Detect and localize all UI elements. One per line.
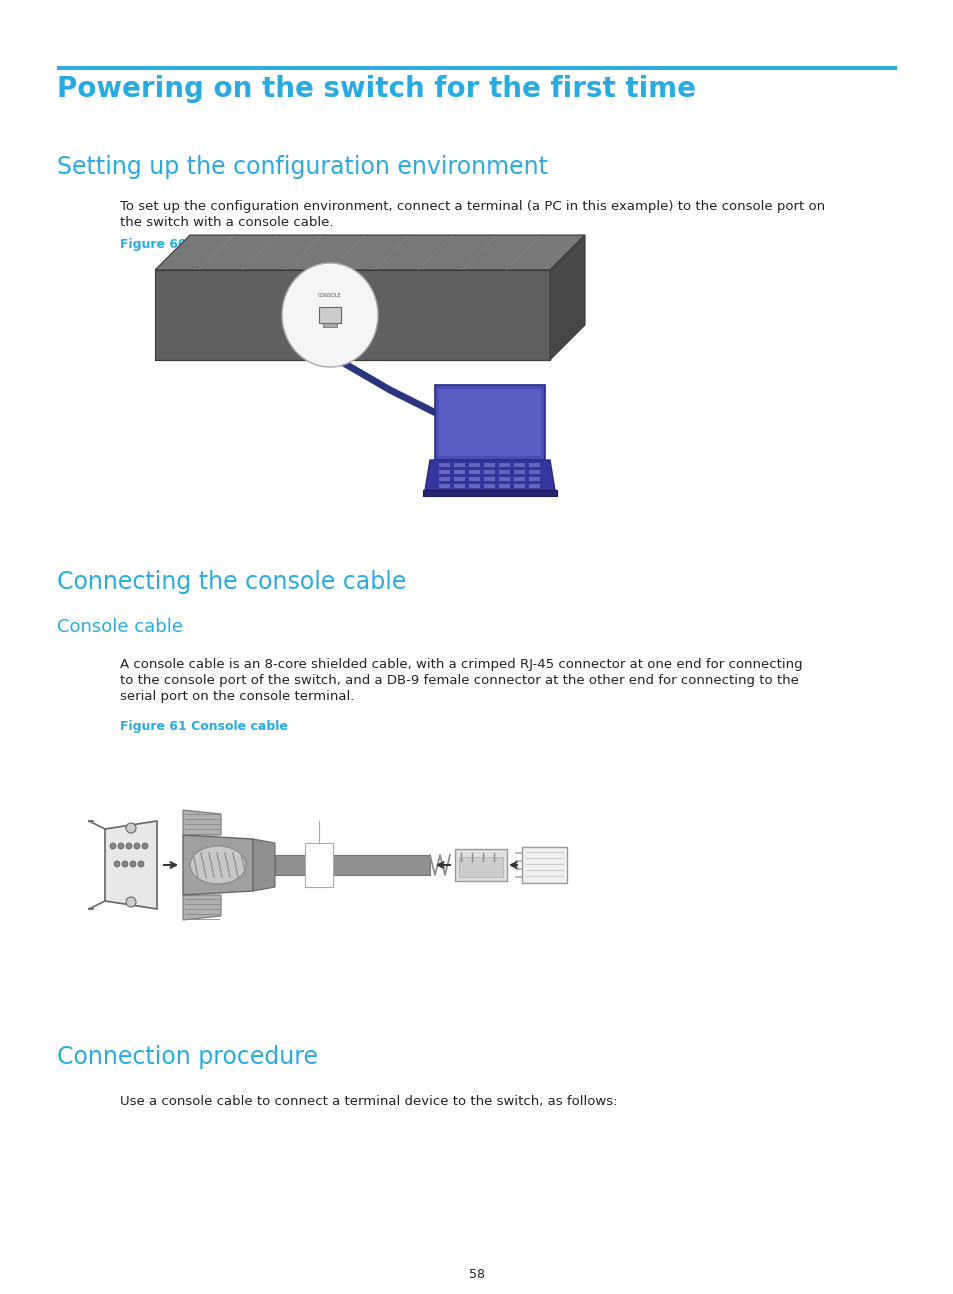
Polygon shape: [469, 463, 479, 467]
Circle shape: [110, 842, 116, 849]
Circle shape: [130, 861, 136, 867]
Circle shape: [122, 861, 128, 867]
Polygon shape: [154, 236, 584, 270]
Text: Console cable: Console cable: [57, 619, 183, 635]
Text: Figure 60 Network diagram for configuration environment setup: Figure 60 Network diagram for configurat…: [120, 238, 573, 251]
Polygon shape: [514, 484, 524, 488]
Circle shape: [126, 897, 136, 907]
Polygon shape: [529, 484, 539, 488]
Bar: [521, 848, 566, 883]
Polygon shape: [454, 470, 464, 474]
Polygon shape: [438, 477, 450, 481]
Text: Setting up the configuration environment: Setting up the configuration environment: [57, 155, 547, 179]
Polygon shape: [550, 236, 584, 360]
Text: Connection procedure: Connection procedure: [57, 1046, 317, 1069]
Polygon shape: [514, 463, 524, 467]
Polygon shape: [529, 477, 539, 481]
Circle shape: [142, 842, 148, 849]
Polygon shape: [483, 477, 495, 481]
Text: the switch with a console cable.: the switch with a console cable.: [120, 216, 334, 229]
Ellipse shape: [282, 263, 377, 367]
Text: 58: 58: [469, 1268, 484, 1281]
Polygon shape: [424, 459, 555, 490]
Circle shape: [133, 842, 140, 849]
Circle shape: [126, 823, 136, 833]
Polygon shape: [105, 820, 157, 908]
Bar: [458, 857, 502, 877]
Polygon shape: [438, 484, 450, 488]
Circle shape: [138, 861, 144, 867]
Polygon shape: [438, 389, 540, 455]
Text: Connecting the console cable: Connecting the console cable: [57, 569, 406, 594]
Polygon shape: [529, 463, 539, 467]
Bar: [305, 842, 333, 886]
Polygon shape: [183, 835, 253, 895]
Polygon shape: [483, 484, 495, 488]
Polygon shape: [318, 307, 340, 324]
Circle shape: [113, 861, 120, 867]
Polygon shape: [154, 270, 550, 360]
Polygon shape: [422, 490, 557, 496]
Polygon shape: [498, 463, 510, 467]
Polygon shape: [454, 484, 464, 488]
Polygon shape: [438, 470, 450, 474]
Polygon shape: [514, 470, 524, 474]
Polygon shape: [514, 477, 524, 481]
Text: Figure 61 Console cable: Figure 61 Console cable: [120, 719, 288, 732]
Text: CONSOLE: CONSOLE: [318, 292, 341, 298]
Polygon shape: [454, 463, 464, 467]
Polygon shape: [498, 477, 510, 481]
Polygon shape: [469, 470, 479, 474]
Polygon shape: [183, 810, 221, 835]
Polygon shape: [469, 484, 479, 488]
Polygon shape: [323, 324, 336, 327]
Ellipse shape: [190, 846, 246, 884]
Text: Powering on the switch for the first time: Powering on the switch for the first tim…: [57, 75, 696, 104]
Polygon shape: [498, 484, 510, 488]
Text: serial port on the console terminal.: serial port on the console terminal.: [120, 690, 354, 703]
Text: A console cable is an 8-core shielded cable, with a crimped RJ-45 connector at o: A console cable is an 8-core shielded ca…: [120, 659, 801, 672]
Bar: [274, 855, 430, 875]
Polygon shape: [483, 463, 495, 467]
Polygon shape: [469, 477, 479, 481]
Circle shape: [126, 842, 132, 849]
Polygon shape: [454, 477, 464, 481]
Polygon shape: [483, 470, 495, 474]
Polygon shape: [498, 470, 510, 474]
Bar: [455, 849, 506, 881]
Polygon shape: [253, 839, 274, 892]
Text: Use a console cable to connect a terminal device to the switch, as follows:: Use a console cable to connect a termina…: [120, 1095, 617, 1108]
Polygon shape: [529, 470, 539, 474]
Circle shape: [118, 842, 124, 849]
Polygon shape: [183, 895, 221, 920]
Text: To set up the configuration environment, connect a terminal (a PC in this exampl: To set up the configuration environment,…: [120, 201, 824, 214]
Text: to the console port of the switch, and a DB-9 female connector at the other end : to the console port of the switch, and a…: [120, 674, 798, 687]
Polygon shape: [438, 463, 450, 467]
Polygon shape: [435, 386, 544, 459]
